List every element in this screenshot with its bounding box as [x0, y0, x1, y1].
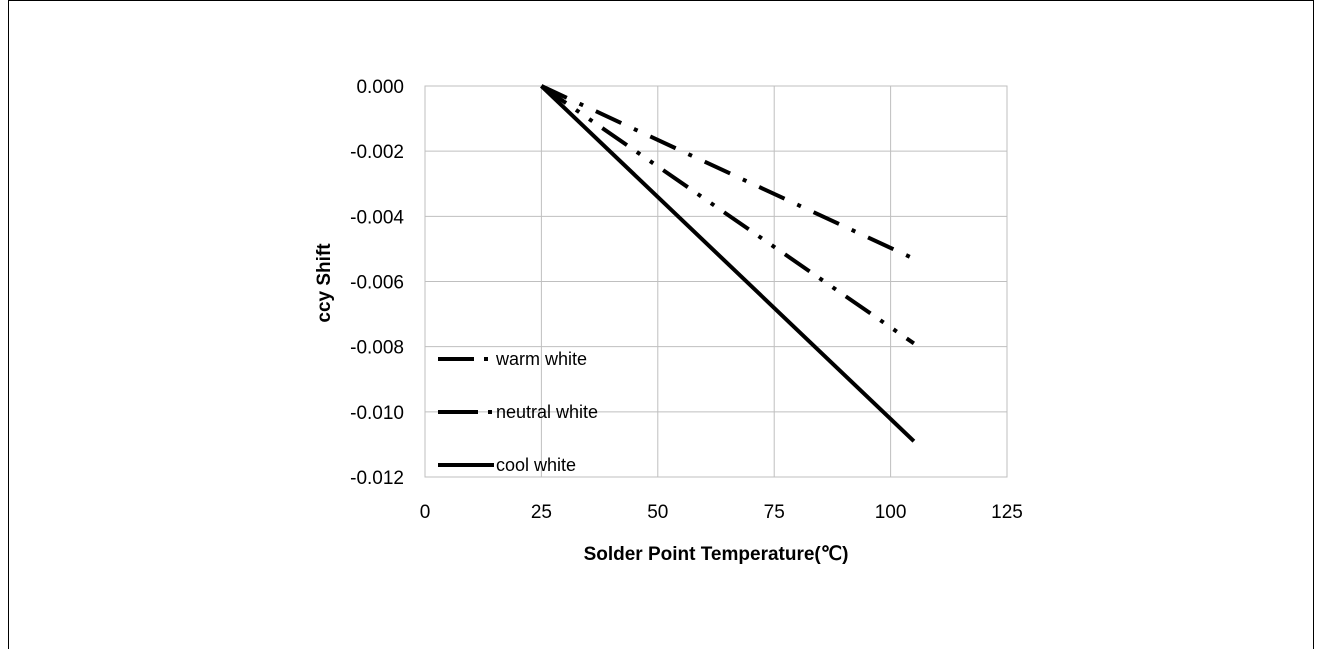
x-tick-label: 125 [991, 502, 1023, 523]
y-tick-label: -0.004 [350, 207, 404, 228]
y-axis-ticks: 0.000 -0.002 -0.004 -0.006 -0.008 -0.010 -0.01… [350, 77, 404, 489]
y-tick-label: -0.012 [350, 468, 404, 489]
y-axis-label: ccy Shift [314, 243, 335, 323]
y-tick-label: -0.008 [350, 338, 404, 359]
x-axis-ticks: 0 25 50 75 100 125 [420, 502, 1023, 523]
grid [425, 86, 1007, 477]
legend-label: cool white [496, 455, 576, 475]
plot-area [424, 85, 1008, 478]
legend-label: neutral white [496, 402, 598, 422]
series-line-neutral-white [540, 84, 916, 346]
y-tick-label: 0.000 [356, 77, 404, 98]
x-tick-label: 100 [875, 502, 907, 523]
y-tick-label: -0.002 [350, 142, 404, 163]
series-lines [540, 84, 916, 443]
series-line-cool-white [540, 84, 916, 443]
x-axis-label: Solder Point Temperature(℃) [584, 544, 849, 565]
x-tick-label: 50 [647, 502, 668, 523]
legend: warm white neutral white cool white [438, 349, 598, 475]
x-tick-label: 25 [531, 502, 552, 523]
chart-frame [8, 0, 1314, 649]
plot-border [424, 85, 1008, 478]
series-line-warm-white [540, 84, 915, 261]
x-tick-label: 0 [420, 502, 431, 523]
x-tick-label: 75 [764, 502, 785, 523]
y-tick-label: -0.006 [350, 273, 404, 294]
y-tick-label: -0.010 [350, 403, 404, 424]
legend-label: warm white [495, 349, 587, 369]
